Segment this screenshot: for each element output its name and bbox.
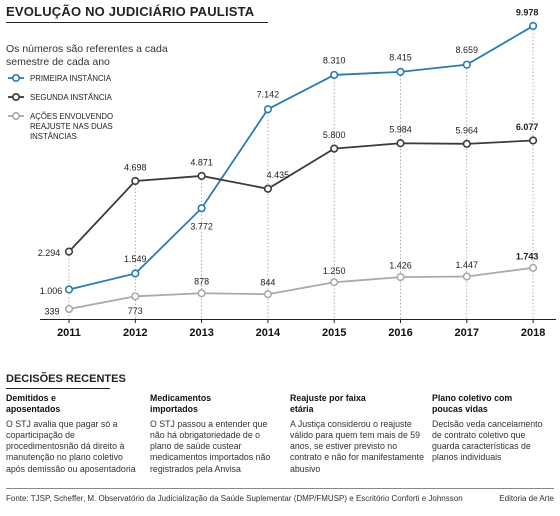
decision-card: Medicamentos importados O STJ passou a e… xyxy=(150,393,280,475)
legend-marker xyxy=(12,112,21,121)
data-point xyxy=(64,304,74,314)
decision-card: Plano coletivo com poucas vidas Decisão … xyxy=(432,393,554,464)
data-label: 5.984 xyxy=(389,125,412,135)
data-label: 339 xyxy=(44,307,59,317)
decisions-rule xyxy=(6,388,110,389)
data-label: 8.310 xyxy=(323,55,346,65)
data-point xyxy=(197,204,206,213)
x-tick-label: 2017 xyxy=(455,327,479,339)
source-note: Fonte: TJSP, Scheffer, M. Observatório d… xyxy=(6,494,463,503)
data-point xyxy=(396,273,405,282)
data-label: 1.743 xyxy=(516,251,539,261)
data-point xyxy=(64,285,74,294)
chart-title: EVOLUÇÃO NO JUDICIÁRIO PAULISTA xyxy=(6,4,255,19)
line-chart: 2011 2012 2013 2014 2015 2016 2017 2018 1.006 1.5… xyxy=(8,7,556,339)
footer-rule xyxy=(6,488,554,489)
data-label: 4.435 xyxy=(267,170,290,180)
data-label: 8.415 xyxy=(389,52,412,62)
data-label: 8.659 xyxy=(456,45,479,55)
data-label: 773 xyxy=(128,306,143,316)
x-tick-label: 2014 xyxy=(256,327,281,339)
x-tick-label: 2011 xyxy=(57,327,81,339)
x-tick-label: 2018 xyxy=(521,327,545,339)
data-point xyxy=(197,289,206,298)
data-label: 7.142 xyxy=(257,90,280,100)
legend-label: INSTÂNCIAS xyxy=(30,132,77,141)
data-point xyxy=(263,290,273,299)
data-label: 1.426 xyxy=(389,261,412,271)
credit-note: Editoria de Arte xyxy=(499,494,554,503)
data-label: 5.800 xyxy=(323,130,346,140)
legend-marker xyxy=(12,74,21,83)
data-label: 1.006 xyxy=(40,286,63,296)
decision-title: Reajuste por faixa etária xyxy=(290,393,366,415)
x-tick-label: 2013 xyxy=(189,327,213,339)
decision-text: Decisão veda cancelamento de contrato co… xyxy=(432,418,543,463)
data-point xyxy=(396,67,405,76)
data-point xyxy=(330,278,339,287)
data-point xyxy=(263,105,273,114)
data-point xyxy=(330,144,339,153)
legend-label: SEGUNDA INSTÂNCIA xyxy=(30,93,113,102)
data-label: 3.772 xyxy=(190,222,213,232)
decision-title: Medicamentos importados xyxy=(150,393,212,415)
data-label: 6.077 xyxy=(516,122,539,132)
data-point xyxy=(131,269,140,278)
decision-text: O STJ passou a entender que não há obrig… xyxy=(150,418,271,474)
data-point xyxy=(131,176,140,186)
data-label: 9.978 xyxy=(516,7,539,17)
data-point xyxy=(528,21,538,31)
data-point xyxy=(131,292,140,301)
series-line xyxy=(68,25,534,291)
decision-card: Demitidos e aposentados O STJ avalia que… xyxy=(6,393,136,475)
legend-marker xyxy=(12,93,21,102)
data-label: 878 xyxy=(194,277,209,287)
data-point xyxy=(64,247,74,256)
decision-text: O STJ avalia que pagar só a coparticipaç… xyxy=(6,418,136,474)
data-label: 1.549 xyxy=(124,254,147,264)
data-label: 2.294 xyxy=(38,248,61,258)
data-point xyxy=(462,60,471,69)
decision-title: Plano coletivo com poucas vidas xyxy=(432,393,513,415)
data-label: 4.698 xyxy=(124,163,147,173)
x-tick-label: 2012 xyxy=(123,327,147,339)
data-point xyxy=(462,139,471,148)
data-point xyxy=(462,272,471,281)
series-line xyxy=(68,139,534,253)
legend-label: REAJUSTE NAS DUAS xyxy=(30,122,113,131)
legend-label: PRIMEIRA INSTÂNCIA xyxy=(30,74,112,83)
x-tick-label: 2015 xyxy=(322,327,346,339)
data-point xyxy=(197,171,206,181)
data-point xyxy=(528,136,538,145)
legend-label: AÇÕES ENVOLVENDO xyxy=(30,112,113,121)
chart-subtitle: Os números são referentes a cada semestr… xyxy=(6,43,168,68)
x-tick-label: 2016 xyxy=(388,327,412,339)
series-line xyxy=(68,266,534,310)
data-point xyxy=(330,70,339,80)
data-point xyxy=(396,139,405,148)
decision-text: A Justiça considerou o reajuste válido p… xyxy=(290,418,424,474)
title-rule xyxy=(6,22,268,23)
data-label: 1.250 xyxy=(323,266,346,276)
data-label: 5.964 xyxy=(456,125,479,135)
decision-title: Demitidos e aposentados xyxy=(6,393,61,415)
data-label: 1.447 xyxy=(456,260,479,270)
data-label: 4.871 xyxy=(190,157,213,167)
data-point xyxy=(528,263,538,272)
data-label: 844 xyxy=(260,278,275,288)
decisions-title: DECISÕES RECENTES xyxy=(6,373,126,385)
data-point xyxy=(263,184,273,193)
decision-card: Reajuste por faixa etária A Justiça cons… xyxy=(290,393,424,475)
